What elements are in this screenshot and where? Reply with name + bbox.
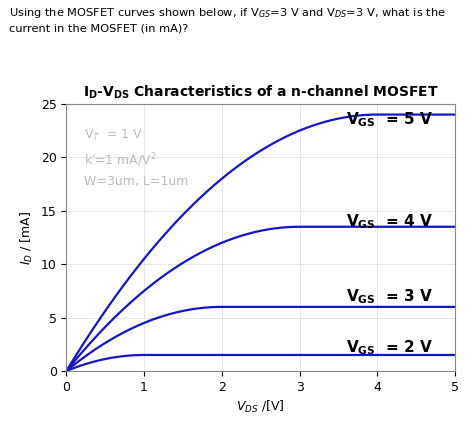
- Y-axis label: $I_D$ / [mA]: $I_D$ / [mA]: [19, 210, 35, 265]
- Text: Using the MOSFET curves shown below, if V$_{GS}$=3 V and V$_{DS}$=3 V, what is t: Using the MOSFET curves shown below, if …: [9, 6, 446, 20]
- Text: $\mathbf{V_{GS}}$  = 4 V: $\mathbf{V_{GS}}$ = 4 V: [346, 212, 433, 231]
- Text: V$_T$  = 1 V
k$'$=1 mA/V$^2$
W=3um, L=1um: V$_T$ = 1 V k$'$=1 mA/V$^2$ W=3um, L=1um: [84, 128, 188, 188]
- Text: $\mathbf{V_{GS}}$  = 2 V: $\mathbf{V_{GS}}$ = 2 V: [346, 338, 433, 357]
- Text: $\mathbf{V_{GS}}$  = 5 V: $\mathbf{V_{GS}}$ = 5 V: [346, 111, 433, 129]
- Title: $\mathbf{I_D}$-$\mathbf{V_{DS}}$ Characteristics of a n-channel MOSFET: $\mathbf{I_D}$-$\mathbf{V_{DS}}$ Charact…: [83, 84, 438, 101]
- X-axis label: $V_{DS}$ /[V]: $V_{DS}$ /[V]: [237, 399, 285, 416]
- Text: $\mathbf{V_{GS}}$  = 3 V: $\mathbf{V_{GS}}$ = 3 V: [346, 287, 433, 306]
- Text: current in the MOSFET (in mA)?: current in the MOSFET (in mA)?: [9, 23, 189, 33]
